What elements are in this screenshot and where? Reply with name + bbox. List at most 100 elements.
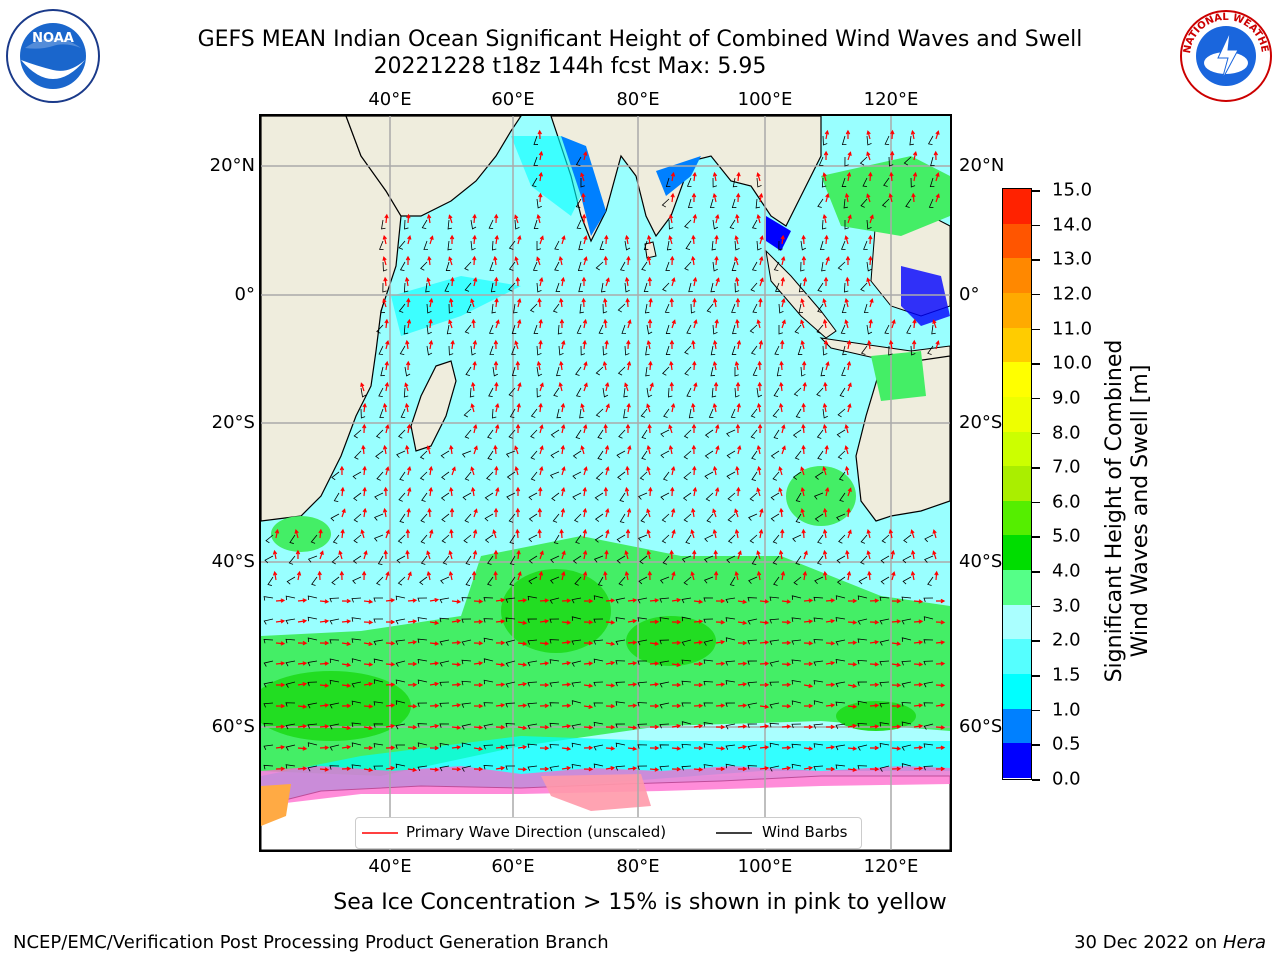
wind-barb bbox=[775, 282, 780, 293]
wave-arrow bbox=[539, 703, 550, 709]
wave-arrow bbox=[537, 507, 543, 518]
noaa-logo-text: NOAA bbox=[32, 31, 74, 46]
wind-barb bbox=[594, 534, 604, 543]
wave-arrow bbox=[778, 549, 784, 560]
wave-arrow bbox=[825, 486, 830, 497]
wave-arrow bbox=[451, 682, 462, 687]
wave-arrow bbox=[450, 276, 455, 287]
wave-arrow bbox=[736, 339, 742, 350]
wave-arrow bbox=[385, 745, 396, 750]
wind-barb bbox=[901, 763, 912, 768]
wave-arrow bbox=[383, 486, 388, 497]
wind-barb bbox=[599, 240, 605, 250]
wind-barb bbox=[774, 345, 780, 356]
wave-arrow bbox=[495, 662, 506, 667]
wave-arrow bbox=[627, 618, 638, 624]
wave-arrow bbox=[407, 598, 418, 603]
wave-arrow bbox=[715, 277, 720, 287]
wave-arrow bbox=[561, 235, 566, 245]
wave-arrow bbox=[867, 570, 872, 581]
wave-arrow bbox=[470, 466, 475, 476]
wave-arrow bbox=[691, 339, 696, 350]
wave-arrow bbox=[338, 550, 343, 560]
wave-arrow bbox=[448, 570, 454, 581]
wave-arrow bbox=[910, 549, 916, 560]
wave-arrow bbox=[824, 234, 829, 245]
wave-arrow bbox=[823, 150, 829, 161]
wave-arrow bbox=[580, 172, 585, 182]
wind-barb bbox=[615, 723, 626, 728]
wave-arrow bbox=[605, 277, 610, 287]
wind-barb bbox=[924, 534, 934, 543]
wind-barb bbox=[444, 282, 450, 293]
wave-arrow bbox=[428, 486, 433, 497]
wind-barb bbox=[798, 303, 804, 314]
wind-barb bbox=[816, 555, 824, 565]
colorbar-tick-mark bbox=[1032, 501, 1040, 504]
agulhas-high bbox=[271, 516, 331, 552]
wind-barb bbox=[666, 240, 672, 251]
wind-barb bbox=[751, 450, 758, 460]
wind-barb bbox=[659, 639, 670, 645]
wind-barb bbox=[263, 764, 274, 770]
wind-barb bbox=[857, 659, 868, 665]
wave-arrow bbox=[605, 529, 610, 539]
wind-barb bbox=[747, 681, 758, 687]
wind-barb bbox=[837, 450, 846, 460]
wave-arrow bbox=[735, 381, 741, 392]
wind-barb bbox=[751, 471, 758, 481]
wave-arrow bbox=[495, 745, 506, 750]
wind-barb bbox=[528, 555, 538, 564]
lat-label-right: 20°N bbox=[959, 155, 1005, 176]
wind-barb bbox=[637, 681, 648, 687]
wave-direction-legend-label: Primary Wave Direction (unscaled) bbox=[406, 823, 667, 841]
wind-barb bbox=[725, 744, 736, 750]
wave-arrow bbox=[561, 620, 572, 625]
wind-barb bbox=[879, 681, 890, 687]
wind-barb bbox=[793, 576, 802, 586]
wave-arrow bbox=[845, 255, 851, 266]
wind-barb bbox=[791, 639, 802, 645]
wind-barb bbox=[528, 513, 538, 522]
wave-arrow bbox=[473, 661, 484, 666]
wind-barb bbox=[550, 429, 560, 438]
wind-barb bbox=[593, 639, 604, 645]
wind-barb bbox=[263, 660, 274, 667]
wave-arrow bbox=[560, 507, 566, 518]
wave-arrow bbox=[429, 641, 440, 646]
wave-arrow bbox=[517, 662, 528, 667]
wind-barb bbox=[749, 324, 758, 334]
wave-arrow bbox=[671, 507, 676, 518]
wind-barb bbox=[505, 597, 516, 603]
wind-barb bbox=[623, 408, 628, 419]
wind-barb bbox=[836, 555, 846, 564]
wind-barb bbox=[491, 408, 497, 419]
wave-arrow bbox=[624, 382, 629, 392]
wind-barb bbox=[550, 450, 560, 459]
wind-barb bbox=[465, 555, 472, 565]
wave-arrow bbox=[407, 619, 418, 624]
wind-barb bbox=[440, 492, 450, 501]
wave-arrow bbox=[935, 640, 946, 645]
wave-arrow bbox=[472, 360, 477, 371]
wave-arrow bbox=[627, 319, 632, 329]
wind-barb bbox=[884, 135, 890, 146]
wind-barb bbox=[417, 742, 428, 747]
wind-barb bbox=[684, 261, 692, 271]
wave-arrow bbox=[734, 256, 739, 266]
wave-arrow bbox=[536, 256, 541, 266]
wind-barb bbox=[404, 366, 411, 377]
wind-barb bbox=[420, 261, 428, 271]
wave-arrow bbox=[825, 766, 836, 772]
wave-arrow bbox=[803, 598, 814, 603]
wave-arrow bbox=[274, 528, 280, 539]
wave-arrow bbox=[801, 360, 807, 371]
wind-barb bbox=[464, 324, 472, 334]
wind-barb bbox=[841, 366, 846, 377]
wind-barb bbox=[382, 261, 388, 272]
wave-arrow bbox=[756, 319, 761, 329]
wind-barb bbox=[639, 555, 648, 565]
wind-barb bbox=[620, 261, 626, 272]
wind-barb bbox=[263, 618, 274, 625]
wind-barb bbox=[329, 597, 340, 603]
